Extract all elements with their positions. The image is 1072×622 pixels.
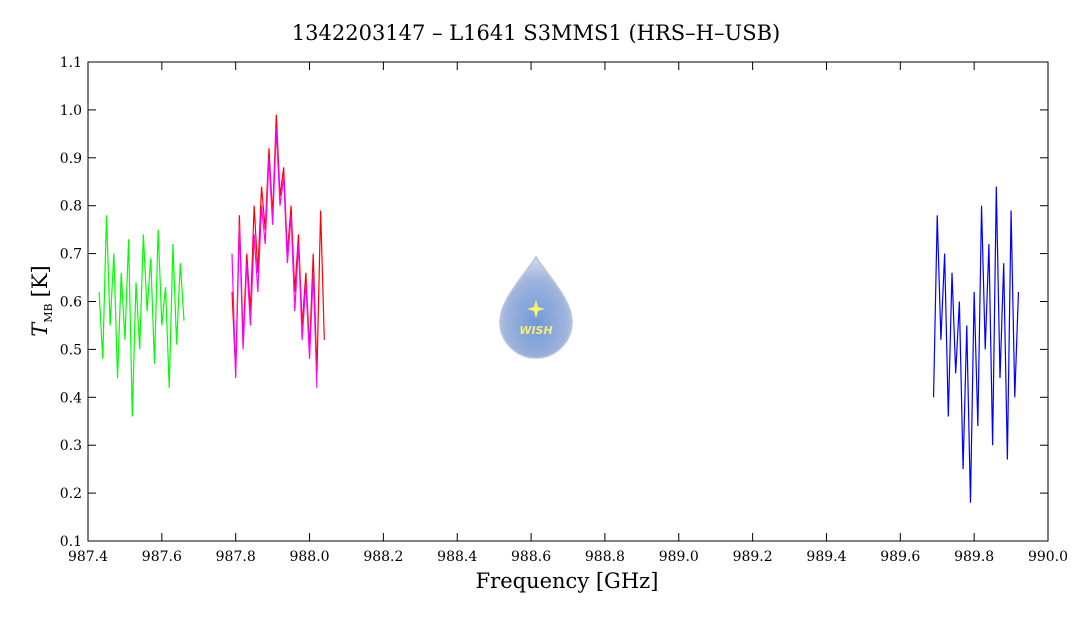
x-tick-label: 988.6 <box>511 549 551 565</box>
y-tick-label: 0.6 <box>60 295 82 311</box>
plot-area <box>98 114 1020 503</box>
x-tick-label: 988.0 <box>289 549 329 565</box>
logo-text: WISH <box>519 324 552 337</box>
y-axis-label: TMB [K] <box>28 265 55 336</box>
y-tick-label: 1.1 <box>60 55 82 71</box>
spectrum-line <box>231 129 318 388</box>
x-tick-label: 989.2 <box>733 549 773 565</box>
x-tick-label: 989.0 <box>659 549 699 565</box>
spectrum-line <box>98 215 185 417</box>
spectrum-line <box>932 186 1020 503</box>
y-tick-label: 0.4 <box>60 390 82 406</box>
y-symbol: T <box>28 321 52 337</box>
y-tick-label: 1.0 <box>60 103 82 119</box>
y-tick-label: 0.3 <box>60 438 82 454</box>
logo-star <box>527 300 545 318</box>
y-tick-label: 0.1 <box>60 534 82 550</box>
y-subscript: MB <box>42 303 55 322</box>
x-tick-label: 989.6 <box>880 549 920 565</box>
x-tick-label: 987.4 <box>68 549 108 565</box>
x-tick-label: 990.0 <box>1028 549 1068 565</box>
logo: WISH <box>499 255 573 359</box>
x-tick-label: 988.4 <box>437 549 477 565</box>
y-tick-label: 0.2 <box>60 486 82 502</box>
x-tick-label: 988.2 <box>363 549 403 565</box>
y-tick-label: 0.8 <box>60 199 82 215</box>
y-tick-label: 0.5 <box>60 342 82 358</box>
x-tick-label: 988.8 <box>585 549 625 565</box>
x-tick-label: 989.4 <box>806 549 846 565</box>
y-tick-label: 0.9 <box>60 151 82 167</box>
x-tick-label: 987.8 <box>216 549 256 565</box>
x-axis-label: Frequency [GHz] <box>476 569 659 593</box>
x-tick-label: 987.6 <box>142 549 182 565</box>
x-tick-label: 989.8 <box>954 549 994 565</box>
y-tick-label: 0.7 <box>60 247 82 263</box>
y-axis-label-text: TMB [K] <box>28 265 55 336</box>
y-unit: [K] <box>28 265 52 297</box>
chart-title: 1342203147 – L1641 S3MMS1 (HRS–H–USB) <box>292 21 780 45</box>
